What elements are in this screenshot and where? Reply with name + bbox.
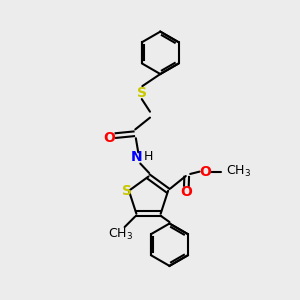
Text: S: S xyxy=(122,184,132,198)
Text: N: N xyxy=(130,150,142,164)
Text: O: O xyxy=(103,130,115,145)
Text: H: H xyxy=(143,150,153,163)
Text: O: O xyxy=(200,165,211,178)
Text: CH$_3$: CH$_3$ xyxy=(226,164,251,179)
Text: S: S xyxy=(137,85,147,100)
Text: O: O xyxy=(180,185,192,199)
Text: CH$_3$: CH$_3$ xyxy=(108,227,133,242)
